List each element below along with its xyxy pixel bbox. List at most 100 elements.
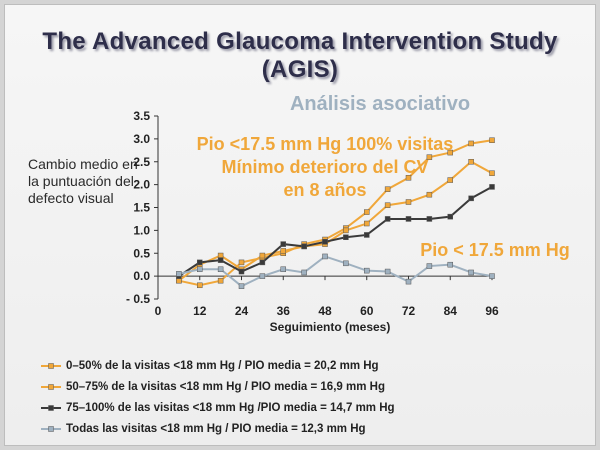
data-point <box>384 186 391 192</box>
x-tick-label: 12 <box>193 304 207 318</box>
data-point <box>364 232 370 238</box>
data-point <box>280 248 286 254</box>
data-point <box>217 277 224 284</box>
data-point <box>364 209 370 215</box>
x-tick-label: 48 <box>318 304 332 318</box>
legend-label: 50–75% de la visitas <18 mm Hg / PIO med… <box>66 380 385 393</box>
data-point <box>301 243 307 250</box>
data-point <box>384 202 391 208</box>
data-point <box>343 234 349 240</box>
data-point <box>259 252 266 259</box>
title-line-2: (AGIS) <box>261 56 339 83</box>
data-point <box>447 261 453 268</box>
data-point <box>238 283 245 289</box>
x-tick-label: 24 <box>235 304 249 318</box>
annotation-main-line-3: en 8 años <box>283 180 367 200</box>
data-point <box>364 220 370 227</box>
data-point <box>426 216 433 222</box>
data-point <box>176 277 182 284</box>
slide <box>4 4 596 446</box>
data-point <box>405 175 412 181</box>
y-axis-label: Cambio medio en la puntuación del defect… <box>28 156 138 206</box>
data-point <box>447 177 453 183</box>
x-tick-label: 36 <box>277 304 291 318</box>
x-tick-label: 96 <box>485 304 499 318</box>
legend-label: 0–50% de la visitas <18 mm Hg / PIO medi… <box>66 359 379 372</box>
series-layer <box>176 137 495 289</box>
data-point <box>343 227 349 234</box>
data-point <box>197 266 203 273</box>
x-tick-label: 84 <box>444 304 458 318</box>
data-point <box>197 282 203 289</box>
data-point <box>447 149 453 156</box>
data-point <box>322 239 328 245</box>
data-point <box>301 269 307 276</box>
data-point <box>217 257 224 263</box>
tick-labels: 3.5 3.0 2.5 2.0 1.5 1.0 0.5 0.0 - 0.5 0 12 24 36 48 60… <box>126 109 499 318</box>
legend-label: Todas las visitas <18 mm Hg / PIO media … <box>66 422 366 435</box>
data-point <box>468 195 474 202</box>
y-tick-label: 2.5 <box>133 155 150 169</box>
data-point <box>384 268 391 275</box>
data-point <box>489 137 495 143</box>
data-point <box>238 259 245 266</box>
y-tick-label: 2.0 <box>133 178 150 192</box>
data-point <box>280 266 286 273</box>
series-line <box>178 139 493 287</box>
data-point <box>197 259 203 266</box>
data-point <box>489 184 495 190</box>
data-point <box>259 273 266 279</box>
legend-swatch <box>40 381 62 393</box>
title-line-1: The Advanced Glaucoma Intervention Study <box>42 28 558 55</box>
series-4 <box>176 253 495 289</box>
axes <box>154 115 493 300</box>
legend-swatch <box>40 402 62 414</box>
data-point <box>489 170 495 176</box>
legend-swatch <box>40 423 62 435</box>
y-tick-label: 3.0 <box>133 132 150 146</box>
y-tick-label: 1.0 <box>133 223 150 237</box>
legend-item: 75–100% de las visitas <18 mm Hg /PIO me… <box>40 397 560 418</box>
series-line <box>178 160 493 282</box>
data-point <box>259 259 266 266</box>
legend: 0–50% de la visitas <18 mm Hg / PIO medi… <box>40 355 560 439</box>
x-tick-label: 60 <box>360 304 374 318</box>
data-point <box>426 154 433 160</box>
data-point <box>405 199 412 205</box>
annotation-main: Pio <17.5 mm Hg 100% visitas Mínimo dete… <box>160 133 490 202</box>
data-point <box>426 263 433 269</box>
subtitle: Análisis asociativo <box>289 93 471 115</box>
series-line <box>178 186 493 277</box>
data-point <box>176 271 182 277</box>
legend-item: 50–75% de la visitas <18 mm Hg / PIO med… <box>40 376 560 397</box>
data-point <box>217 252 224 259</box>
legend-item: Todas las visitas <18 mm Hg / PIO media … <box>40 418 560 439</box>
data-point <box>405 216 412 222</box>
y-tick-label: 1.5 <box>133 201 150 215</box>
data-point <box>468 159 474 165</box>
x-tick-label: 0 <box>155 304 162 318</box>
legend-swatch <box>40 360 62 372</box>
legend-label: 75–100% de las visitas <18 mm Hg /PIO me… <box>66 401 395 414</box>
y-tick-label: 0.0 <box>133 269 150 283</box>
data-point <box>364 267 370 274</box>
data-point <box>468 269 474 276</box>
annotation-main-line-1: Pio <17.5 mm Hg 100% visitas <box>196 134 454 154</box>
y-tick-label: 3.5 <box>133 109 150 123</box>
legend-item: 0–50% de la visitas <18 mm Hg / PIO medi… <box>40 355 560 376</box>
data-point <box>447 213 453 220</box>
data-point <box>280 241 286 247</box>
series-line <box>178 255 493 288</box>
annotation-secondary: Pio < 17.5 mm Hg <box>420 240 570 260</box>
data-point <box>489 273 495 279</box>
y-tick-label: - 0.5 <box>126 292 150 306</box>
data-point <box>426 191 433 198</box>
data-point <box>322 253 328 260</box>
data-point <box>405 278 412 285</box>
annotation-main-line-2: Mínimo deterioro del CV <box>221 157 429 177</box>
data-point <box>343 260 349 267</box>
data-point <box>238 268 245 275</box>
data-point <box>217 266 224 273</box>
data-point <box>384 216 391 222</box>
